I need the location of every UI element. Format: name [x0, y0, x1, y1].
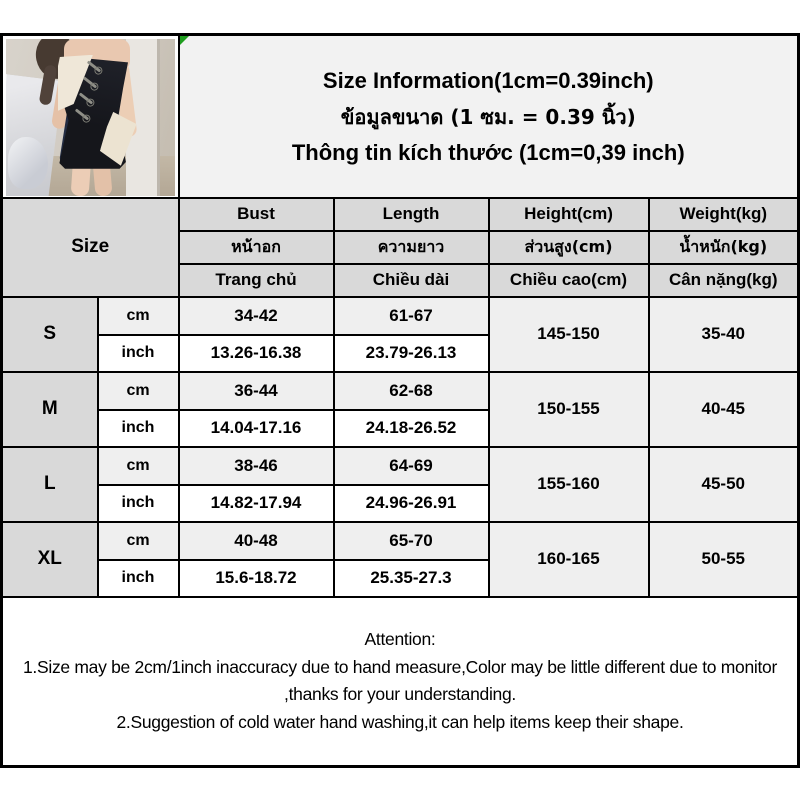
height-header-vi: Chiều cao(cm)	[487, 262, 650, 298]
size-label-s: S	[0, 295, 99, 373]
table-row: inch 14.82-17.94 24.96-26.91	[2, 483, 799, 523]
table-row: inch 13.26-16.38 23.79-26.13	[2, 333, 799, 373]
weight-header-th: น้ำหนัก(kg)	[647, 229, 800, 265]
xl-height: 160-165	[487, 520, 650, 598]
size-corner-header: Size	[0, 196, 180, 298]
height-header-en: Height(cm)	[487, 196, 650, 232]
xl-weight: 50-55	[647, 520, 800, 598]
title-thai: ข้อมูลขนาด (1 ซม. = 0.39 นิ้ว)	[340, 105, 636, 130]
size-label-xl: XL	[0, 520, 99, 598]
table-row: XL cm 40-48 65-70 160-165 50-55	[0, 520, 800, 598]
unit-label-inch: inch	[96, 558, 180, 598]
unit-label-cm: cm	[96, 370, 180, 411]
unit-label-inch: inch	[96, 408, 180, 448]
l-weight: 45-50	[647, 445, 800, 523]
green-corner-marker-icon	[180, 36, 189, 45]
photo-silver-bag	[8, 136, 48, 189]
xl-length-cm: 65-70	[332, 520, 490, 561]
bust-header-en: Bust	[177, 196, 335, 232]
s-length-inch: 23.79-26.13	[332, 333, 490, 373]
m-weight: 40-45	[647, 370, 800, 448]
length-header-vi: Chiều dài	[332, 262, 490, 298]
table-row: inch 15.6-18.72 25.35-27.3	[2, 558, 799, 598]
m-bust-inch: 14.04-17.16	[177, 408, 335, 448]
length-header-en: Length	[332, 196, 490, 232]
size-label-m: M	[0, 370, 99, 448]
s-weight: 35-40	[647, 295, 800, 373]
weight-header-vi: Cân nặng(kg)	[647, 262, 800, 298]
l-height: 155-160	[487, 445, 650, 523]
bust-header-th: หน้าอก	[177, 229, 335, 265]
title-vietnamese: Thông tin kích thước (1cm=0,39 inch)	[291, 140, 685, 166]
table-row: inch 14.04-17.16 24.18-26.52	[2, 408, 799, 448]
size-information-table: Size Information(1cm=0.39inch) ข้อมูลขนา…	[0, 33, 800, 768]
attention-heading: Attention:	[364, 629, 436, 650]
unit-label-inch: inch	[96, 483, 180, 523]
attention-note-2: 2.Suggestion of cold water hand washing,…	[116, 711, 684, 732]
bust-header-vi: Trang chủ	[177, 262, 335, 298]
s-bust-inch: 13.26-16.38	[177, 333, 335, 373]
xl-bust-cm: 40-48	[177, 520, 335, 561]
m-bust-cm: 36-44	[177, 370, 335, 411]
l-bust-inch: 14.82-17.94	[177, 483, 335, 523]
l-length-inch: 24.96-26.91	[332, 483, 490, 523]
product-photo-image	[6, 38, 175, 196]
xl-length-inch: 25.35-27.3	[332, 558, 490, 598]
attention-note: Attention: 1.Size may be 2cm/1inch inacc…	[0, 595, 800, 768]
size-label-l: L	[0, 445, 99, 523]
product-photo-cell	[0, 33, 180, 199]
unit-label-inch: inch	[96, 333, 180, 373]
s-length-cm: 61-67	[332, 295, 490, 336]
xl-bust-inch: 15.6-18.72	[177, 558, 335, 598]
m-length-cm: 62-68	[332, 370, 490, 411]
length-header-th: ความยาว	[332, 229, 490, 265]
weight-header-en: Weight(kg)	[647, 196, 800, 232]
l-bust-cm: 38-46	[177, 445, 335, 486]
s-bust-cm: 34-42	[177, 295, 335, 336]
l-length-cm: 64-69	[332, 445, 490, 486]
height-header-th: ส่วนสูง(cm)	[487, 229, 650, 265]
table-row: S cm 34-42 61-67 145-150 35-40	[0, 295, 800, 373]
title-english: Size Information(1cm=0.39inch)	[322, 68, 654, 94]
table-row: M cm 36-44 62-68 150-155 40-45	[0, 370, 800, 448]
unit-label-cm: cm	[96, 295, 180, 336]
title-cell: Size Information(1cm=0.39inch) ข้อมูลขนา…	[177, 33, 800, 199]
m-length-inch: 24.18-26.52	[332, 408, 490, 448]
m-height: 150-155	[487, 370, 650, 448]
unit-label-cm: cm	[96, 520, 180, 561]
unit-label-cm: cm	[96, 445, 180, 486]
attention-note-1: 1.Size may be 2cm/1inch inaccuracy due t…	[23, 656, 777, 705]
s-height: 145-150	[487, 295, 650, 373]
table-row: L cm 38-46 64-69 155-160 45-50	[0, 445, 800, 523]
